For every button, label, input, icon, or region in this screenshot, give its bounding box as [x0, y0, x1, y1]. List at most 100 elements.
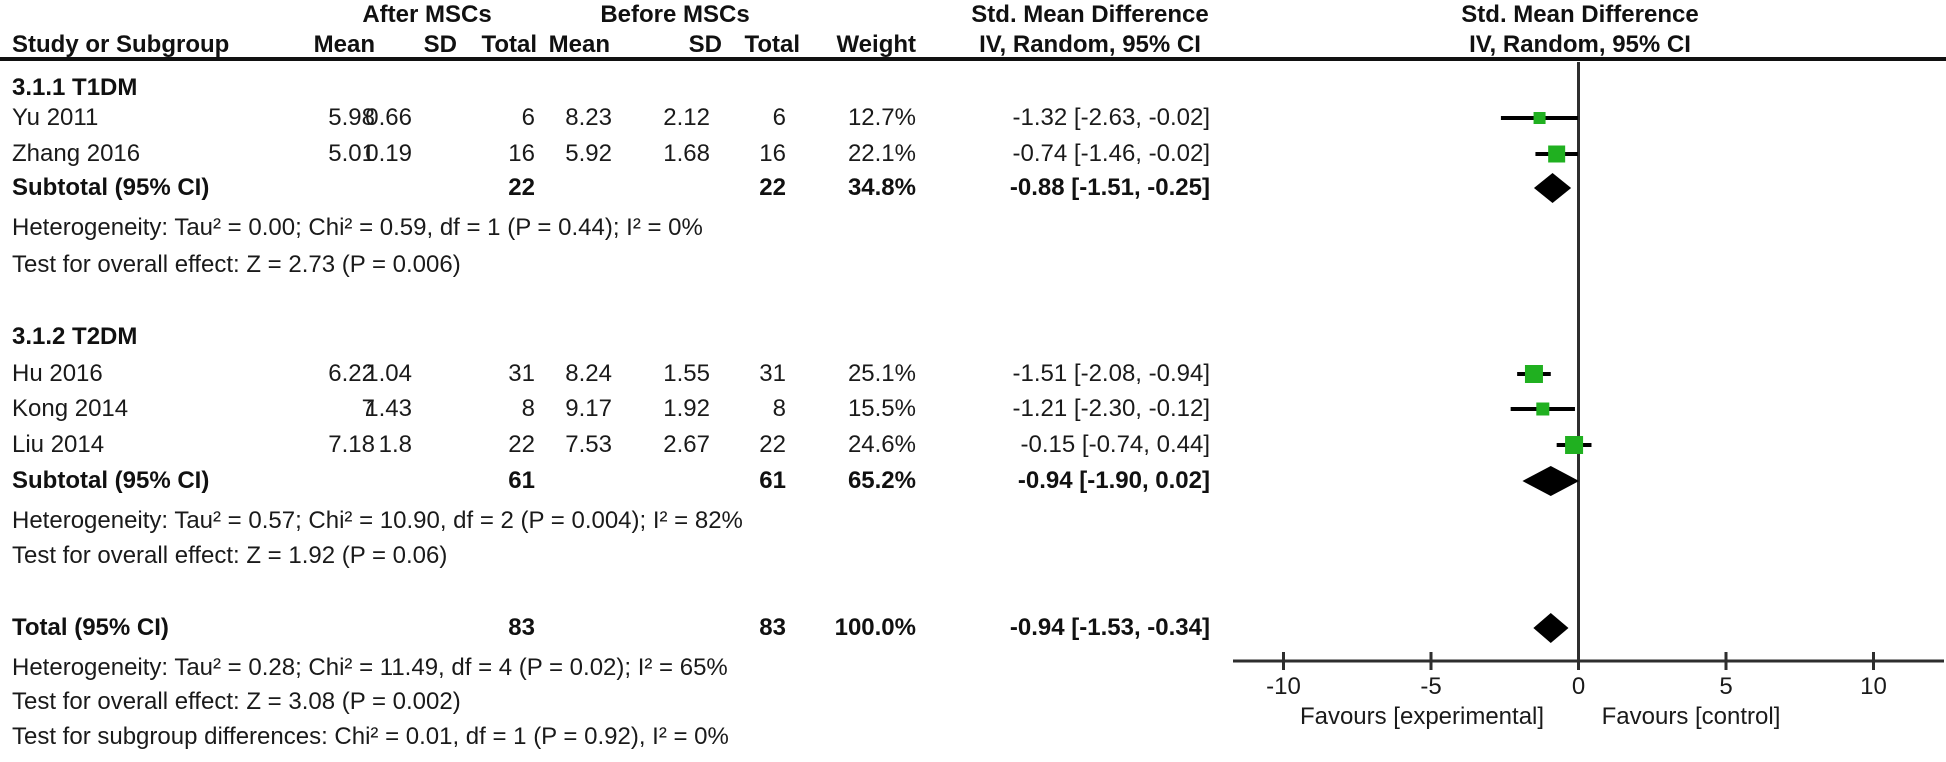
subgroup-label-t1dm: 3.1.1 T1DM: [0, 73, 1230, 103]
total-after: 22: [508, 431, 535, 458]
subtotal-row-t2dm: Subtotal (95% CI) 61 61 65.2% -0.94 [-1.…: [0, 466, 1230, 496]
total-after: 6: [521, 104, 535, 131]
subtotal-row-t1dm: Subtotal (95% CI) 22 22 34.8% -0.88 [-1.…: [0, 173, 1230, 203]
ci-value: -0.74 [-1.46, -0.02]: [1012, 140, 1210, 167]
sd-after: 1.43: [365, 395, 412, 422]
heterogeneity-total: Heterogeneity: Tau² = 0.28; Chi² = 11.49…: [0, 653, 1230, 683]
overall-effect-text: Test for overall effect: Z = 1.92 (P = 0…: [12, 542, 448, 569]
study-weight-square: [1536, 402, 1550, 416]
mean-before: 9.17: [565, 395, 612, 422]
heterogeneity-text: Heterogeneity: Tau² = 0.57; Chi² = 10.90…: [12, 507, 743, 534]
weight-value: 65.2%: [847, 467, 916, 494]
col-study-or-subgroup: Study or Subgroup: [12, 31, 230, 58]
sd-after: 1.04: [365, 360, 412, 387]
overall-effect-text: Test for overall effect: Z = 2.73 (P = 0…: [12, 251, 461, 278]
study-name: Kong 2014: [12, 395, 129, 422]
col-total-before: Total: [744, 31, 800, 58]
favours-control-label: Favours [control]: [1601, 703, 1781, 730]
total-after: 31: [508, 360, 535, 387]
ci-value: -0.15 [-0.74, 0.44]: [1020, 431, 1210, 458]
overall-effect-t1dm: Test for overall effect: Z = 2.73 (P = 0…: [0, 250, 1230, 280]
col-sd-before: SD: [688, 31, 722, 58]
study-name: Yu 2011: [12, 104, 99, 131]
header-group-row: After MSCs Before MSCs Std. Mean Differe…: [0, 0, 1946, 30]
study-weight-square: [1548, 145, 1566, 163]
overall-effect-text: Test for overall effect: Z = 3.08 (P = 0…: [12, 688, 461, 715]
mean-after: 7.18: [328, 431, 375, 458]
sd-before: 1.68: [663, 140, 710, 167]
mean-before: 8.23: [565, 104, 612, 131]
header-smd-right: Std. Mean Difference: [1461, 1, 1699, 28]
header-before-mscs: Before MSCs: [600, 1, 750, 28]
col-weight: Weight: [836, 31, 916, 58]
overall-effect-total: Test for overall effect: Z = 3.08 (P = 0…: [0, 687, 1230, 717]
ci-value: -1.32 [-2.63, -0.02]: [1012, 104, 1210, 131]
axis-tick-label: -5: [1420, 673, 1441, 700]
subgroup-differences-text: Test for subgroup differences: Chi² = 0.…: [12, 723, 729, 750]
axis-tick-label: 5: [1719, 673, 1732, 700]
weight-value: 24.6%: [847, 431, 916, 458]
sd-after: 0.19: [365, 140, 412, 167]
col-sd-after: SD: [423, 31, 457, 58]
subgroup-label-t2dm: 3.1.2 T2DM: [0, 322, 1230, 352]
study-weight-square: [1565, 436, 1584, 454]
mean-before: 7.53: [565, 431, 612, 458]
heterogeneity-t2dm: Heterogeneity: Tau² = 0.57; Chi² = 10.90…: [0, 506, 1230, 536]
weight-value: 25.1%: [847, 360, 916, 387]
sd-before: 1.92: [663, 395, 710, 422]
total-row: Total (95% CI) 83 83 100.0% -0.94 [-1.53…: [0, 613, 1230, 643]
total-label: Total (95% CI): [12, 614, 169, 641]
total-before: 22: [759, 431, 786, 458]
header-smd-left: Std. Mean Difference: [971, 1, 1209, 28]
col-mean-after: Mean: [313, 31, 375, 58]
mean-before: 8.24: [565, 360, 612, 387]
study-weight-square: [1524, 365, 1543, 383]
subtotal-label: Subtotal (95% CI): [12, 467, 210, 494]
subtotal-label: Subtotal (95% CI): [12, 174, 210, 201]
pooled-effect-diamond: [1533, 613, 1569, 643]
heterogeneity-text: Heterogeneity: Tau² = 0.28; Chi² = 11.49…: [12, 654, 728, 681]
heterogeneity-t1dm: Heterogeneity: Tau² = 0.00; Chi² = 0.59,…: [0, 213, 1230, 243]
weight-value: 22.1%: [847, 140, 916, 167]
pooled-effect-diamond: [1522, 466, 1580, 496]
header-column-row: Study or Subgroup Mean SD Total Mean SD …: [0, 30, 1946, 60]
study-name: Zhang 2016: [12, 140, 141, 167]
total-before: 83: [759, 614, 786, 641]
total-after: 16: [508, 140, 535, 167]
study-name: Liu 2014: [12, 431, 105, 458]
study-row-liu-2014: Liu 2014 7.18 1.8 22 7.53 2.67 22 24.6% …: [0, 430, 1230, 460]
axis-tick-label: -10: [1266, 673, 1301, 700]
weight-value: 15.5%: [847, 395, 916, 422]
total-before: 6: [772, 104, 786, 131]
study-row-zhang-2016: Zhang 2016 5.01 0.19 16 5.92 1.68 16 22.…: [0, 139, 1230, 169]
subgroup-differences: Test for subgroup differences: Chi² = 0.…: [0, 722, 1230, 752]
header-divider-line: [0, 57, 1946, 61]
sd-before: 1.55: [663, 360, 710, 387]
pooled-effect-diamond: [1533, 173, 1572, 203]
subgroup-title: 3.1.1 T1DM: [12, 74, 138, 101]
subgroup-title: 3.1.2 T2DM: [12, 323, 138, 350]
mean-before: 5.92: [565, 140, 612, 167]
heterogeneity-text: Heterogeneity: Tau² = 0.00; Chi² = 0.59,…: [12, 214, 703, 241]
overall-effect-t2dm: Test for overall effect: Z = 1.92 (P = 0…: [0, 541, 1230, 571]
favours-experimental-label: Favours [experimental]: [1299, 703, 1545, 730]
header-after-mscs: After MSCs: [362, 1, 492, 28]
sd-after: 1.8: [378, 431, 412, 458]
mean-after: 5.98: [328, 104, 375, 131]
col-ivci-right: IV, Random, 95% CI: [1469, 31, 1691, 58]
study-row-kong-2014: Kong 2014 7 1.43 8 9.17 1.92 8 15.5% -1.…: [0, 394, 1230, 424]
sd-before: 2.67: [663, 431, 710, 458]
study-weight-square: [1533, 112, 1546, 124]
total-before: 16: [759, 140, 786, 167]
study-row-yu-2011: Yu 2011 5.98 0.66 6 8.23 2.12 6 12.7% -1…: [0, 103, 1230, 133]
study-name: Hu 2016: [12, 360, 103, 387]
col-mean-before: Mean: [548, 31, 610, 58]
total-after: 22: [508, 174, 535, 201]
total-after: 61: [508, 467, 535, 494]
mean-after: 6.22: [328, 360, 375, 387]
mean-after: 7: [361, 395, 375, 422]
study-row-hu-2016: Hu 2016 6.22 1.04 31 8.24 1.55 31 25.1% …: [0, 359, 1230, 389]
axis-tick-label: 0: [1572, 673, 1585, 700]
